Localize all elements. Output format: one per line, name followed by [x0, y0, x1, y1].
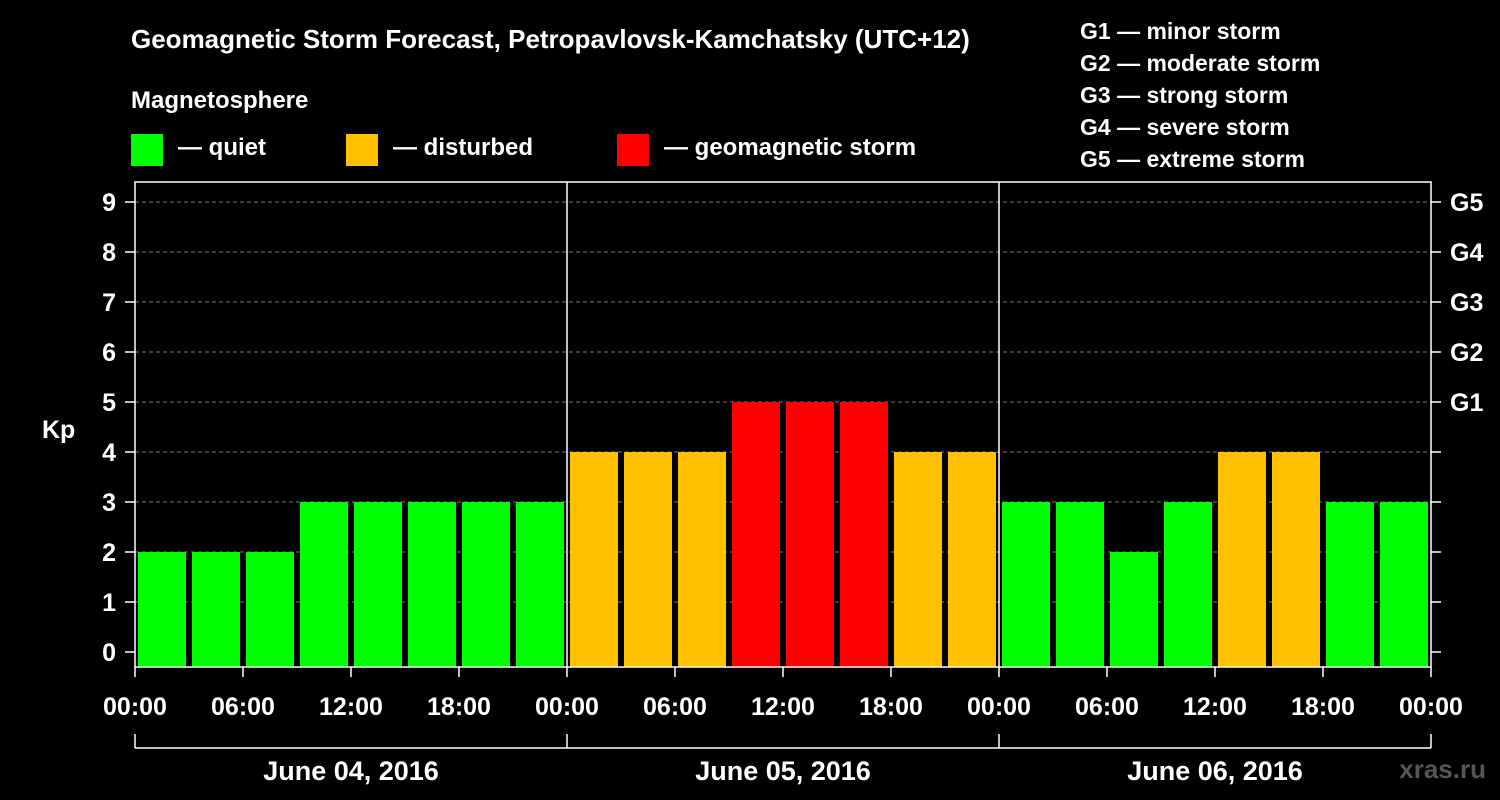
xtick-label-2: 12:00: [319, 693, 383, 721]
bar-9: [624, 452, 672, 667]
right-axis-label-G1: G1: [1450, 389, 1483, 417]
bar-21: [1272, 452, 1320, 667]
bar-22: [1326, 502, 1374, 667]
legend-swatch-quiet: [131, 134, 163, 166]
xtick-label-7: 18:00: [859, 693, 923, 721]
right-axis-label-G3: G3: [1450, 289, 1483, 317]
ytick-label-7: 7: [102, 289, 116, 317]
ytick-label-0: 0: [102, 639, 116, 667]
legend-label-disturbed: — disturbed: [393, 134, 534, 161]
ytick-label-1: 1: [102, 589, 116, 617]
bar-10: [678, 452, 726, 667]
right-axis-label-G5: G5: [1450, 189, 1483, 217]
storm-scale-g3: G3 — strong storm: [1080, 82, 1289, 108]
bar-19: [1164, 502, 1212, 667]
legend-label-storm: — geomagnetic storm: [664, 134, 917, 161]
bar-17: [1056, 502, 1104, 667]
ytick-label-9: 9: [102, 189, 116, 217]
xtick-label-3: 18:00: [427, 693, 491, 721]
xtick-label-5: 06:00: [643, 693, 707, 721]
xtick-label-9: 06:00: [1075, 693, 1139, 721]
bar-1: [192, 552, 240, 667]
xtick-label-6: 12:00: [751, 693, 815, 721]
ytick-label-2: 2: [102, 539, 116, 567]
storm-scale-g2: G2 — moderate storm: [1080, 50, 1321, 76]
bar-20: [1218, 452, 1266, 667]
ytick-label-3: 3: [102, 489, 116, 517]
bar-5: [408, 502, 456, 667]
bar-3: [300, 502, 348, 667]
storm-scale-g5: G5 — extreme storm: [1080, 146, 1305, 172]
bar-8: [570, 452, 618, 667]
bar-11: [732, 402, 780, 667]
bar-7: [516, 502, 564, 667]
watermark: xras.ru: [1399, 754, 1486, 784]
y-axis-label: Kp: [42, 416, 75, 444]
ytick-label-5: 5: [102, 389, 116, 417]
bar-13: [840, 402, 888, 667]
legend-title: Magnetosphere: [131, 87, 309, 114]
xtick-label-1: 06:00: [211, 693, 275, 721]
bar-6: [462, 502, 510, 667]
day-label-2: June 06, 2016: [1127, 756, 1303, 786]
bar-4: [354, 502, 402, 667]
right-axis-label-G4: G4: [1450, 239, 1483, 267]
xtick-label-10: 12:00: [1183, 693, 1247, 721]
ytick-label-8: 8: [102, 239, 116, 267]
bar-2: [246, 552, 294, 667]
legend-swatch-storm: [617, 134, 649, 166]
legend-label-quiet: — quiet: [178, 134, 266, 161]
bar-0: [138, 552, 186, 667]
chart-title: Geomagnetic Storm Forecast, Petropavlovs…: [131, 24, 970, 54]
day-label-1: June 05, 2016: [695, 756, 871, 786]
storm-scale-g1: G1 — minor storm: [1080, 18, 1281, 44]
xtick-label-11: 18:00: [1291, 693, 1355, 721]
xtick-label-12: 00:00: [1399, 693, 1463, 721]
bar-23: [1380, 502, 1428, 667]
right-axis-label-G2: G2: [1450, 339, 1483, 367]
ytick-label-6: 6: [102, 339, 116, 367]
ytick-label-4: 4: [102, 439, 116, 467]
xtick-label-4: 00:00: [535, 693, 599, 721]
bar-16: [1002, 502, 1050, 667]
bar-14: [894, 452, 942, 667]
storm-scale-g4: G4 — severe storm: [1080, 114, 1290, 140]
bar-15: [948, 452, 996, 667]
bar-18: [1110, 552, 1158, 667]
day-label-0: June 04, 2016: [263, 756, 439, 786]
xtick-label-8: 00:00: [967, 693, 1031, 721]
xtick-label-0: 00:00: [103, 693, 167, 721]
legend-swatch-disturbed: [346, 134, 378, 166]
bar-12: [786, 402, 834, 667]
storm-scale-legend: G1 — minor storm G2 — moderate storm G3 …: [1080, 15, 1320, 175]
